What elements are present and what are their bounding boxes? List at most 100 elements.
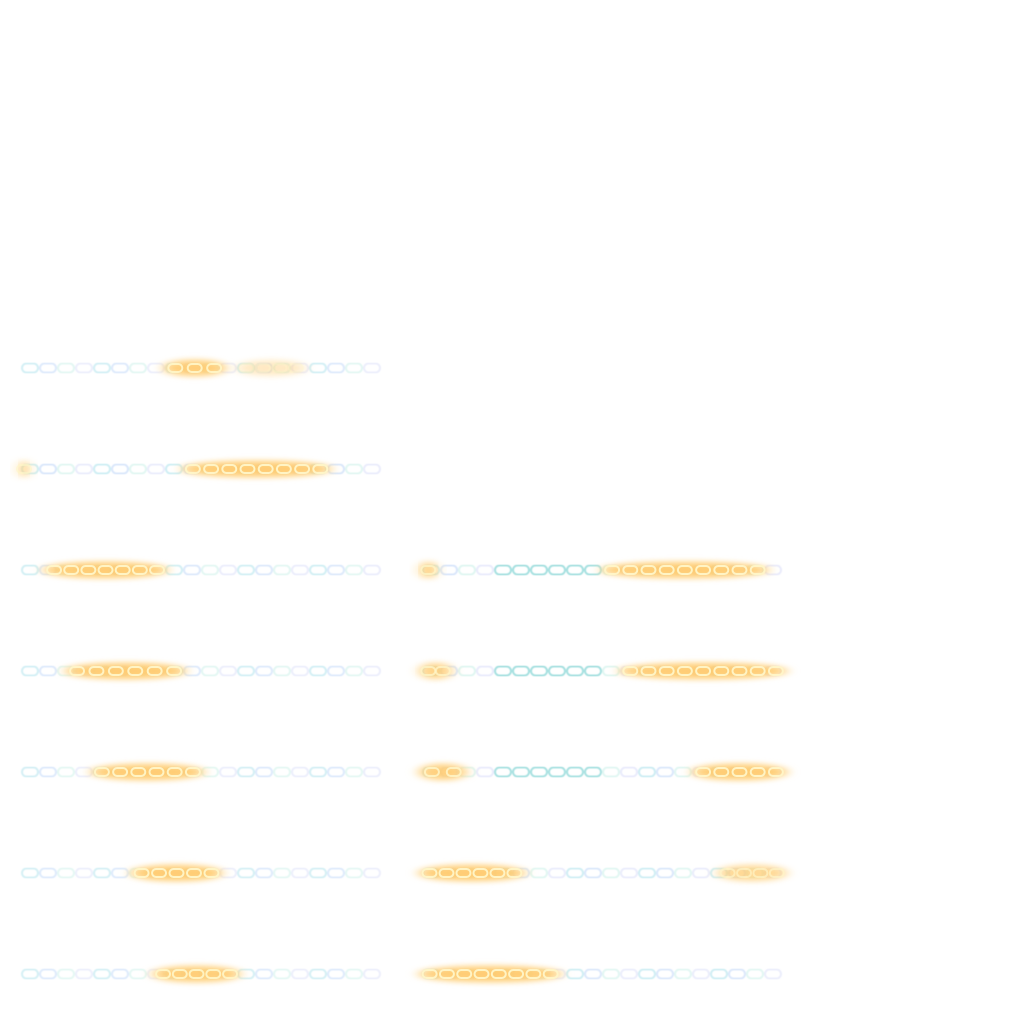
chain-link <box>458 564 476 576</box>
glow-link <box>222 969 239 979</box>
chain-link <box>584 867 602 879</box>
chain-link <box>363 968 381 980</box>
chain-sprite-svg <box>14 460 381 478</box>
chain-link <box>75 867 93 879</box>
glow-link <box>420 565 437 575</box>
glow-outer <box>183 462 330 476</box>
chain-link <box>602 968 620 980</box>
chain-sprite-frame <box>415 962 785 986</box>
glow-link <box>166 666 183 676</box>
glow-link <box>112 767 129 777</box>
chain-link <box>309 968 327 980</box>
chain-link <box>345 968 363 980</box>
chain-link <box>237 867 255 879</box>
chain-sprite-frame <box>20 356 384 380</box>
chain-sprite-svg <box>415 965 782 983</box>
chain-sprite-svg <box>21 965 381 983</box>
chain-sprite-svg <box>21 763 381 781</box>
chain-link <box>638 867 656 879</box>
chain-link <box>494 564 512 576</box>
glow-link <box>421 969 438 979</box>
chain-link <box>345 564 363 576</box>
chain-link <box>327 968 345 980</box>
chain-link <box>566 665 584 677</box>
glow-link <box>185 868 202 878</box>
glow-outer <box>421 765 465 779</box>
chain-link <box>21 362 39 374</box>
chain-link <box>183 564 201 576</box>
glow-link <box>622 565 639 575</box>
chain-link <box>512 564 530 576</box>
chain-link <box>57 463 75 475</box>
chain-link <box>584 665 602 677</box>
glow-link <box>271 363 288 373</box>
glow-link <box>736 868 753 878</box>
chain-link <box>530 564 548 576</box>
chain-link <box>566 867 584 879</box>
chain-sprite-frame <box>20 760 384 784</box>
chain-link <box>255 665 273 677</box>
chain-link <box>476 564 494 576</box>
glow-link <box>768 868 785 878</box>
chain-link <box>129 463 147 475</box>
chain-sprite-frame <box>20 558 384 582</box>
glow-link <box>731 767 748 777</box>
glow-link <box>294 464 311 474</box>
glow-link <box>238 363 255 373</box>
glow-link <box>472 868 489 878</box>
chain-link <box>291 665 309 677</box>
chain-link <box>345 362 363 374</box>
glow-link <box>713 666 730 676</box>
chain-link <box>530 766 548 778</box>
chain-link <box>39 766 57 778</box>
chain-link <box>363 867 381 879</box>
chain-link <box>129 362 147 374</box>
glow-link <box>131 565 148 575</box>
glow-link <box>767 666 784 676</box>
chain-sprite-frame <box>20 962 384 986</box>
chain-link <box>219 766 237 778</box>
glow-link <box>16 464 32 474</box>
glow-link <box>489 868 506 878</box>
chain-link <box>39 665 57 677</box>
chain-sprite-svg <box>21 359 381 377</box>
chain-link <box>21 564 39 576</box>
chain-link <box>57 766 75 778</box>
chain-link <box>620 867 638 879</box>
chain-link <box>111 362 129 374</box>
glow-link <box>542 969 559 979</box>
glow-link <box>146 666 163 676</box>
glow-link <box>130 767 147 777</box>
chain-link <box>237 665 255 677</box>
chain-link <box>363 463 381 475</box>
chain-link <box>530 867 548 879</box>
chain-link <box>530 665 548 677</box>
glow-link <box>254 363 271 373</box>
chain-link <box>674 867 692 879</box>
glow-link <box>184 464 201 474</box>
chain-sprite-frame <box>20 861 384 885</box>
chain-link <box>291 968 309 980</box>
chain-sprite-svg <box>415 662 791 680</box>
glow-link <box>456 969 473 979</box>
chain-link <box>602 867 620 879</box>
chain-link <box>111 867 129 879</box>
chain-link <box>21 665 39 677</box>
chain-link <box>201 665 219 677</box>
glow-link <box>239 464 256 474</box>
chain-link <box>746 968 764 980</box>
chain-link <box>93 968 111 980</box>
glow-link <box>257 464 274 474</box>
chain-link <box>692 867 710 879</box>
glow-link <box>749 666 766 676</box>
chain-link <box>656 867 674 879</box>
chain-link <box>309 362 327 374</box>
chain-link <box>458 665 476 677</box>
chain-sprite-svg <box>21 662 381 680</box>
chain-link <box>291 564 309 576</box>
chain-link <box>201 564 219 576</box>
glow-link <box>421 868 438 878</box>
glow-link <box>640 565 657 575</box>
glow-link <box>93 767 110 777</box>
glow-link <box>186 363 203 373</box>
